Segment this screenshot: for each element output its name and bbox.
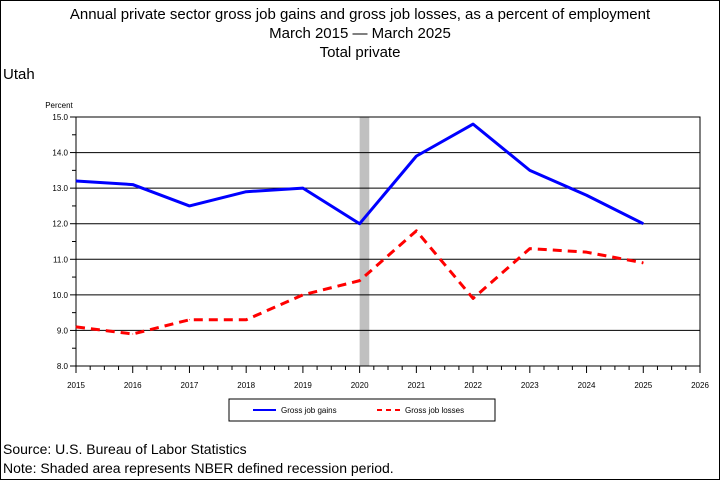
data-point	[302, 187, 304, 189]
plot-frame	[75, 116, 701, 367]
data-point	[529, 248, 531, 250]
chart-subtitle-period: March 2015 — March 2025	[269, 25, 451, 42]
data-point	[642, 262, 644, 264]
x-tick-label: 2023	[521, 381, 539, 390]
legend-label: Gross job losses	[405, 406, 464, 415]
recession-shade	[359, 117, 370, 366]
y-tick-label: 8.0	[57, 362, 69, 371]
legend-label: Gross job gains	[281, 406, 337, 415]
y-tick-label: 11.0	[53, 255, 69, 264]
chart-title: Annual private sector gross job gains an…	[69, 6, 651, 23]
x-tick-label: 2026	[691, 381, 709, 390]
data-point	[188, 205, 190, 207]
data-point	[586, 251, 588, 253]
data-point	[472, 297, 474, 299]
y-tick-label: 13.0	[52, 184, 68, 193]
x-tick-label: 2020	[351, 381, 369, 390]
x-tick-label: 2018	[237, 381, 255, 390]
data-point	[359, 223, 361, 225]
x-tick-label: 2024	[578, 381, 596, 390]
y-tick-label: 15.0	[52, 113, 68, 122]
source-note: Source: U.S. Bureau of Labor Statistics	[3, 441, 247, 457]
data-point	[642, 223, 644, 225]
y-tick-label: 14.0	[52, 149, 68, 158]
legend: Gross job gains Gross job losses	[228, 398, 496, 422]
data-point	[75, 180, 77, 182]
x-tick-label: 2021	[407, 381, 425, 390]
data-point	[415, 155, 417, 157]
y-tick-label: 9.0	[57, 326, 69, 335]
data-point	[245, 191, 247, 193]
y-tick-label: 10.0	[52, 291, 68, 300]
x-tick-label: 2017	[181, 381, 199, 390]
x-tick-label: 2025	[634, 381, 652, 390]
data-point	[302, 294, 304, 296]
x-tick-label: 2016	[124, 381, 142, 390]
data-point	[75, 326, 77, 328]
x-tick-label: 2019	[294, 381, 312, 390]
data-point	[188, 319, 190, 321]
x-tick-label: 2022	[464, 381, 482, 390]
data-point	[472, 123, 474, 125]
data-point	[415, 230, 417, 232]
x-tick-label: 2015	[67, 381, 85, 390]
legend-box	[228, 398, 496, 422]
y-axis-label: Percent	[45, 101, 73, 110]
region-label: Utah	[3, 66, 35, 83]
data-point	[586, 194, 588, 196]
data-point	[132, 184, 134, 186]
data-point	[359, 280, 361, 282]
y-tick-label: 12.0	[52, 220, 68, 229]
chart-subtitle-industry: Total private	[319, 44, 401, 61]
data-point	[132, 333, 134, 335]
data-point	[529, 169, 531, 171]
recession-note: Note: Shaded area represents NBER define…	[3, 460, 394, 476]
data-point	[245, 319, 247, 321]
